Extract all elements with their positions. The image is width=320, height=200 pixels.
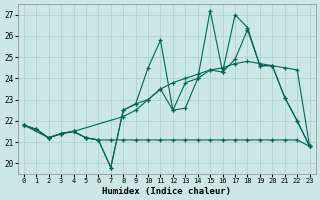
X-axis label: Humidex (Indice chaleur): Humidex (Indice chaleur) xyxy=(102,187,231,196)
